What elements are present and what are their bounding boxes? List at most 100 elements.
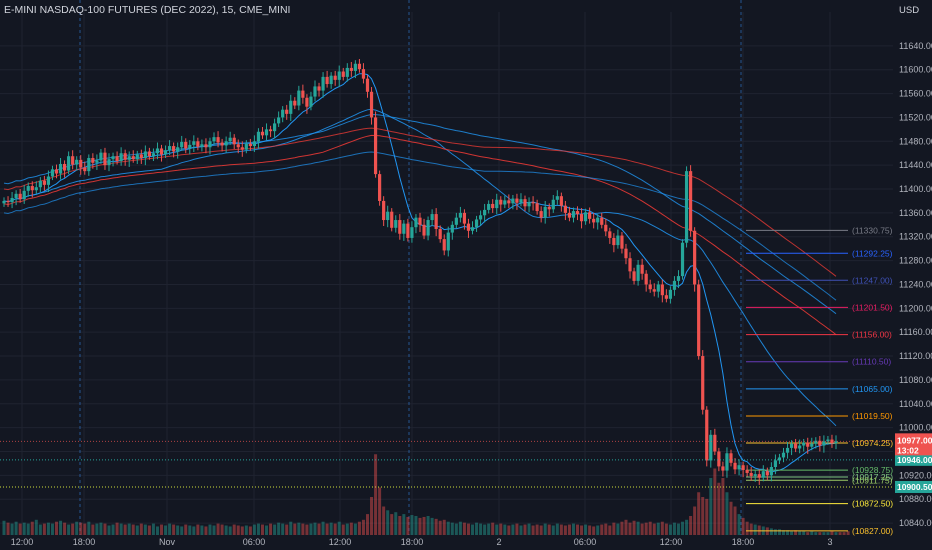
level-label: (10827.00) <box>852 526 893 536</box>
y-tick-label: 11640.00 <box>899 41 932 51</box>
volume-bar <box>325 523 329 535</box>
candle-body <box>789 443 794 448</box>
volume-bar <box>164 525 168 535</box>
volume-bar <box>224 525 228 535</box>
volume-bar <box>151 523 155 535</box>
volume-bar <box>55 521 59 535</box>
volume-bar <box>256 523 260 535</box>
candle-body <box>450 224 454 233</box>
y-tick-label: 11600.00 <box>899 65 932 75</box>
candle-body <box>511 198 515 204</box>
candle-body <box>680 242 685 277</box>
y-tick-label: 11320.00 <box>899 232 932 242</box>
candle-body <box>285 109 289 114</box>
volume-bar <box>2 520 6 535</box>
x-tick-label: 18:00 <box>401 537 424 547</box>
candle-body <box>192 141 196 145</box>
level-lines: (11330.75) (11292.25) (11247.00) (11201.50)… <box>746 225 893 536</box>
candle-body <box>313 86 317 97</box>
moving-average-line <box>3 108 837 427</box>
candle-body <box>422 224 426 236</box>
volume-bar <box>46 522 50 535</box>
volume-bar <box>604 523 608 535</box>
volume-bar <box>10 523 14 535</box>
volume-bar <box>75 521 79 535</box>
volume-bar <box>188 525 192 535</box>
candle-body <box>519 199 523 203</box>
candle-body <box>583 212 588 222</box>
candle-body <box>224 141 228 146</box>
candle-body <box>713 434 717 452</box>
candle-body <box>616 235 620 246</box>
x-tick-label: 06:00 <box>574 537 597 547</box>
volume-bar <box>628 522 632 535</box>
volume-bar <box>519 525 523 535</box>
candle-body <box>317 86 321 91</box>
volume-bar <box>30 521 34 535</box>
volume-bar <box>374 454 378 535</box>
candle-body <box>365 78 370 92</box>
candle-body <box>579 214 584 222</box>
candle-body <box>155 148 160 154</box>
candle-body <box>180 141 184 148</box>
time-axis[interactable]: 12:00 18:00 Nov 06:00 12:00 18:00 2 06:00 12:00 1… <box>11 537 833 547</box>
candle-body <box>470 227 475 231</box>
volume-bar <box>648 521 652 535</box>
volume-bar <box>127 523 131 535</box>
candle-body <box>353 63 357 71</box>
volume-bar <box>123 524 127 535</box>
candle-body <box>466 223 471 231</box>
candle-body <box>693 230 697 285</box>
candle-body <box>208 141 212 148</box>
candle-body <box>123 153 127 160</box>
candle-body <box>268 129 273 132</box>
level-label: (11201.50) <box>852 302 893 312</box>
candle-body <box>826 439 830 442</box>
candle-body <box>163 150 168 155</box>
volume-bar <box>184 524 188 535</box>
candle-body <box>689 171 693 231</box>
candle-body <box>515 198 519 203</box>
volume-bar <box>333 523 337 535</box>
volume-bar <box>216 523 220 535</box>
volume-bar <box>394 512 398 535</box>
volume-bar <box>600 524 604 535</box>
level-label: (11330.75) <box>852 225 893 235</box>
x-tick-label: 06:00 <box>243 537 266 547</box>
candle-body <box>329 75 333 85</box>
volume-bar <box>59 520 63 535</box>
x-tick-label: 2 <box>496 537 501 547</box>
candle-body <box>717 451 721 467</box>
candle-body <box>656 284 660 292</box>
volume-bar <box>685 519 689 535</box>
candle-body <box>563 205 567 213</box>
volume-bar <box>652 523 656 535</box>
countdown-label: 13:02 <box>897 445 919 455</box>
candle-body <box>741 465 745 470</box>
candle-body <box>91 158 95 163</box>
volume-bar <box>155 526 159 535</box>
y-tick-label: 11360.00 <box>899 208 932 218</box>
candle-body <box>394 220 398 228</box>
candle-body <box>588 212 592 219</box>
volume-bar <box>103 523 107 535</box>
volume-bar <box>612 522 616 535</box>
price-axis[interactable]: 11640.00 11600.00 11560.00 11520.00 11480.00… <box>899 41 932 528</box>
candle-body <box>442 239 446 251</box>
volume-bar <box>563 525 567 535</box>
candle-body <box>46 176 51 185</box>
level-label: (10917.25) <box>852 472 893 482</box>
volume-bar <box>826 532 830 535</box>
candle-body <box>430 214 434 221</box>
level-label: (11065.00) <box>852 384 893 394</box>
volume-bar <box>196 524 200 535</box>
candles <box>2 58 838 485</box>
volume-bar <box>745 521 749 535</box>
volume-bar <box>260 524 264 535</box>
volume-bar <box>608 525 612 535</box>
y-tick-label: 10880.00 <box>899 494 932 504</box>
volume-bar <box>531 525 535 535</box>
volume-bar <box>244 525 248 535</box>
